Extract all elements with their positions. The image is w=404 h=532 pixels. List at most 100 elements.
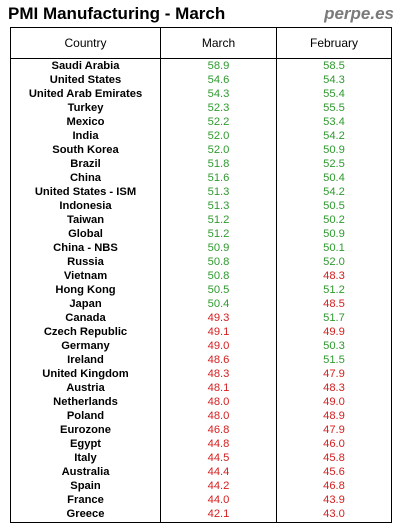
march-value: 58.9 bbox=[207, 60, 230, 72]
february-value: 52.0 bbox=[323, 256, 345, 268]
table-row: Indonesia 51.3 50.5 bbox=[11, 199, 391, 213]
country-cell: Spain bbox=[70, 480, 101, 492]
chart-title: PMI Manufacturing - March bbox=[8, 4, 226, 23]
march-value: 52.3 bbox=[207, 102, 230, 114]
february-value: 46.0 bbox=[323, 438, 345, 450]
country-cell: Mexico bbox=[66, 116, 105, 128]
country-cell: Russia bbox=[67, 256, 104, 268]
february-value: 54.2 bbox=[323, 130, 345, 142]
country-cell: Germany bbox=[61, 340, 110, 352]
country-cell: Indonesia bbox=[59, 200, 112, 212]
table-row: Ireland 48.6 51.5 bbox=[11, 353, 391, 367]
country-cell: Greece bbox=[66, 508, 105, 520]
march-value: 50.8 bbox=[207, 270, 230, 282]
table-row: Canada 49.3 51.7 bbox=[11, 311, 391, 325]
country-cell: Ireland bbox=[67, 354, 104, 366]
march-value: 51.3 bbox=[207, 200, 230, 212]
february-value: 47.9 bbox=[323, 424, 345, 436]
country-cell: Global bbox=[68, 228, 103, 240]
table-row: South Korea 52.0 50.9 bbox=[11, 143, 391, 157]
table-row: United Kingdom 48.3 47.9 bbox=[11, 367, 391, 381]
country-cell: Saudi Arabia bbox=[51, 60, 120, 72]
march-value: 44.4 bbox=[207, 466, 230, 478]
february-value: 48.9 bbox=[323, 410, 345, 422]
march-value: 46.8 bbox=[207, 424, 230, 436]
country-cell: India bbox=[72, 130, 99, 142]
march-value: 50.9 bbox=[207, 242, 230, 254]
table-row: Spain 44.2 46.8 bbox=[11, 479, 391, 493]
february-value: 55.5 bbox=[323, 102, 345, 114]
march-value: 49.0 bbox=[207, 340, 230, 352]
table-row: Poland 48.0 48.9 bbox=[11, 409, 391, 423]
february-value: 54.2 bbox=[323, 186, 345, 198]
march-value: 51.2 bbox=[207, 214, 230, 226]
march-value: 50.8 bbox=[207, 256, 230, 268]
february-value: 50.2 bbox=[323, 214, 345, 226]
country-cell: Japan bbox=[69, 298, 102, 310]
country-cell: Turkey bbox=[67, 102, 104, 114]
country-cell: South Korea bbox=[52, 144, 119, 156]
table-row: United States 54.6 54.3 bbox=[11, 73, 391, 87]
february-value: 50.9 bbox=[323, 144, 345, 156]
march-value: 50.4 bbox=[207, 298, 230, 310]
march-value: 52.0 bbox=[207, 144, 230, 156]
february-value: 43.0 bbox=[323, 508, 345, 520]
country-cell: Hong Kong bbox=[55, 284, 116, 296]
march-value: 48.1 bbox=[207, 382, 230, 394]
header-divider bbox=[11, 58, 391, 59]
march-value: 52.0 bbox=[207, 130, 230, 142]
country-cell: Vietnam bbox=[63, 270, 108, 282]
country-cell: Czech Republic bbox=[43, 326, 128, 338]
country-cell: Austria bbox=[66, 382, 105, 394]
country-cell: Taiwan bbox=[66, 214, 105, 226]
february-value: 45.6 bbox=[323, 466, 345, 478]
march-value: 52.2 bbox=[207, 116, 230, 128]
february-value: 43.9 bbox=[323, 494, 345, 506]
country-cell: Australia bbox=[61, 466, 110, 478]
february-value: 45.8 bbox=[323, 452, 345, 464]
february-value: 52.5 bbox=[323, 158, 345, 170]
table-row: Netherlands 48.0 49.0 bbox=[11, 395, 391, 409]
march-value: 48.0 bbox=[207, 396, 230, 408]
march-value: 54.6 bbox=[207, 74, 230, 86]
column-divider-2 bbox=[276, 28, 277, 522]
march-value: 51.8 bbox=[207, 158, 230, 170]
march-value: 42.1 bbox=[207, 508, 230, 520]
february-value: 50.9 bbox=[323, 228, 345, 240]
table-row: Vietnam 50.8 48.3 bbox=[11, 269, 391, 283]
march-value: 49.1 bbox=[207, 326, 230, 338]
february-value: 50.3 bbox=[323, 340, 345, 352]
february-value: 54.3 bbox=[323, 74, 345, 86]
february-value: 53.4 bbox=[323, 116, 345, 128]
march-value: 44.5 bbox=[207, 452, 230, 464]
country-cell: Italy bbox=[74, 452, 97, 464]
march-value: 54.3 bbox=[207, 88, 230, 100]
country-cell: United Arab Emirates bbox=[28, 88, 143, 100]
february-value: 55.4 bbox=[323, 88, 345, 100]
march-value: 50.5 bbox=[207, 284, 230, 296]
february-value: 51.5 bbox=[323, 354, 345, 366]
table-row: Australia 44.4 45.6 bbox=[11, 465, 391, 479]
march-value: 51.3 bbox=[207, 186, 230, 198]
february-value: 48.3 bbox=[323, 382, 345, 394]
march-value: 51.2 bbox=[207, 228, 230, 240]
table-row: United States - ISM 51.3 54.2 bbox=[11, 185, 391, 199]
table-row: Global 51.2 50.9 bbox=[11, 227, 391, 241]
february-value: 58.5 bbox=[323, 60, 345, 72]
table-row: Germany 49.0 50.3 bbox=[11, 339, 391, 353]
february-value: 48.3 bbox=[323, 270, 345, 282]
march-value: 44.2 bbox=[207, 480, 230, 492]
table-row: India 52.0 54.2 bbox=[11, 129, 391, 143]
table-row: Turkey 52.3 55.5 bbox=[11, 101, 391, 115]
table-row: Greece 42.1 43.0 bbox=[11, 507, 391, 521]
february-value: 46.8 bbox=[323, 480, 345, 492]
country-cell: China - NBS bbox=[53, 242, 118, 254]
table-row: Egypt 44.8 46.0 bbox=[11, 437, 391, 451]
february-value: 51.2 bbox=[323, 284, 345, 296]
february-value: 50.1 bbox=[323, 242, 345, 254]
pmi-table: Country March February Saudi Arabia 58.9 5… bbox=[10, 27, 392, 523]
march-value: 49.3 bbox=[207, 312, 230, 324]
country-cell: Egypt bbox=[69, 438, 102, 450]
country-cell: Canada bbox=[65, 312, 106, 324]
march-value: 44.8 bbox=[207, 438, 230, 450]
